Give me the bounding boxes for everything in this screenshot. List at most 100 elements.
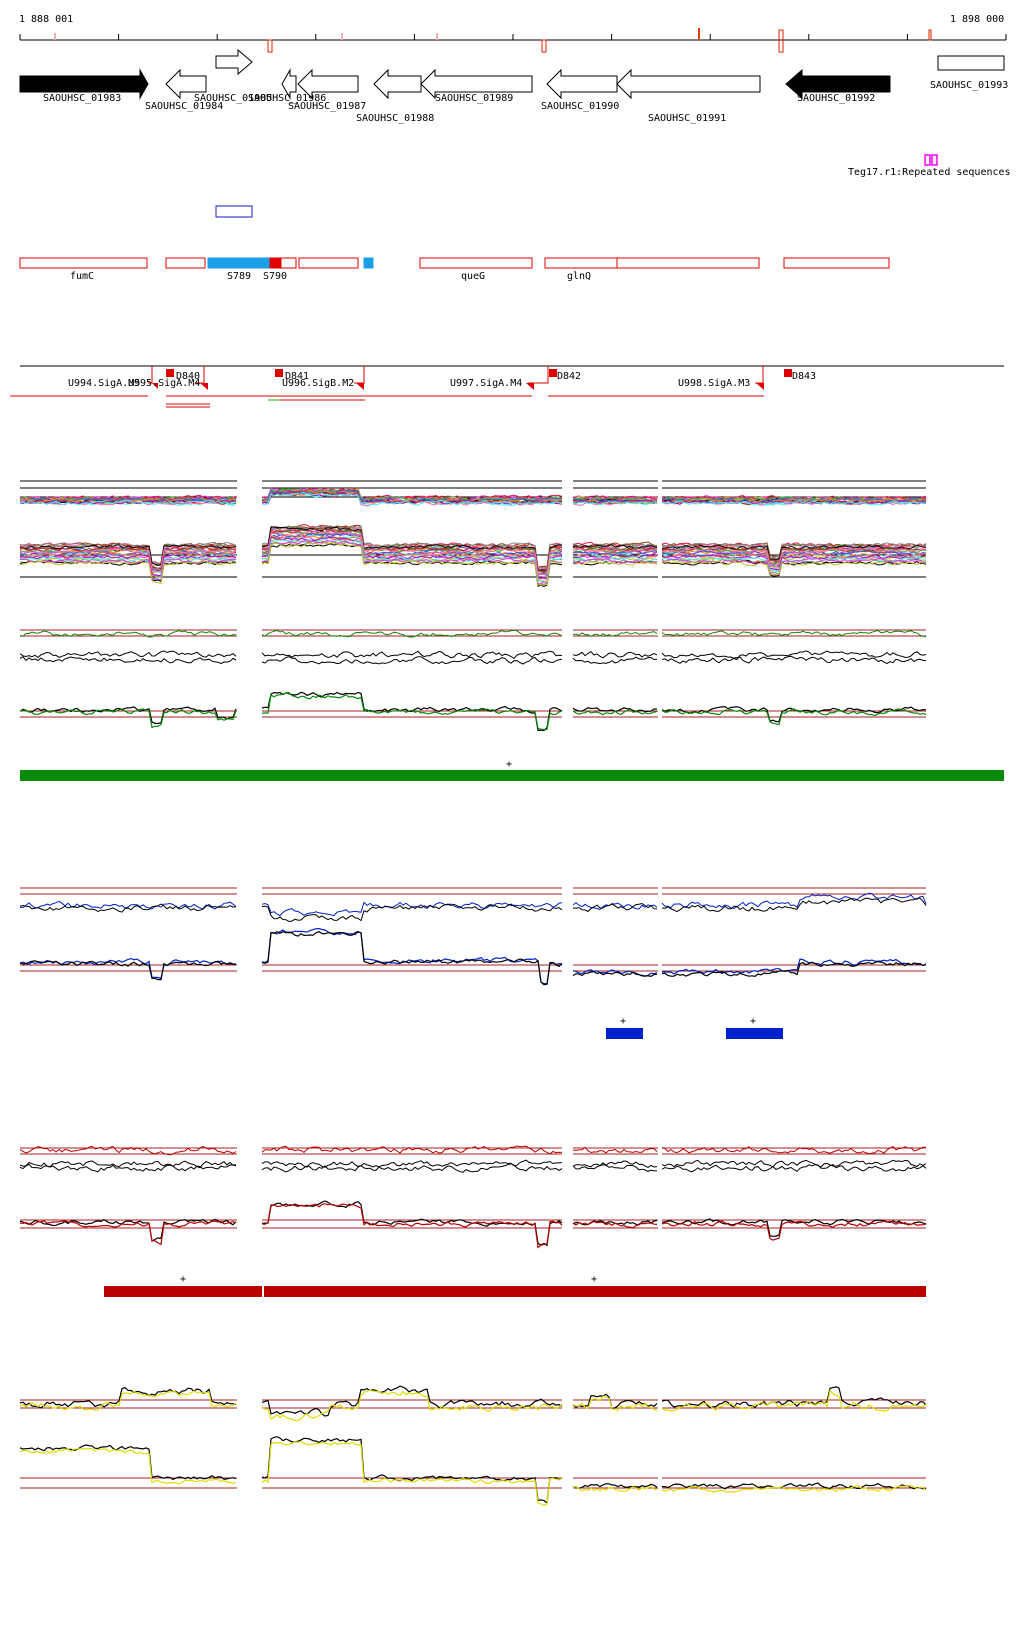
- signal-trace: [572, 650, 658, 659]
- signal-trace: [19, 548, 237, 572]
- signal-trace: [261, 1440, 563, 1507]
- transcription-bars: + + + + +: [20, 759, 1004, 1297]
- repeat-marker[interactable]: [924, 154, 931, 166]
- terminator-label[interactable]: D843: [792, 371, 816, 382]
- segment[interactable]: [616, 257, 760, 269]
- signal-trace: [661, 1218, 927, 1237]
- segment[interactable]: [783, 257, 890, 269]
- signal-trace: [661, 960, 927, 978]
- signal-trace: [573, 553, 658, 559]
- signal-trace: [19, 650, 237, 659]
- blue-transcript-bar[interactable]: [606, 1028, 643, 1039]
- promoter-label[interactable]: U997.SigA.M4: [450, 378, 522, 389]
- gene-saouhsc-01988[interactable]: SAOUHSC_01988: [356, 68, 434, 124]
- strand-plus-marker: +: [620, 1016, 626, 1027]
- gene-saouhsc-01985[interactable]: SAOUHSC_01985: [194, 48, 272, 104]
- signal-trace: [661, 557, 927, 576]
- terminator-label[interactable]: D840: [176, 371, 200, 382]
- promoter-track: U994.SigA.M5 U995.SigA.M4 U996.SigB.M2 U…: [10, 365, 1004, 408]
- signal-trace: [661, 897, 927, 913]
- signal-trace: [572, 1483, 658, 1489]
- gene-saouhsc-01984[interactable]: SAOUHSC_01984: [145, 68, 223, 112]
- signal-trace: [661, 542, 926, 559]
- strand-plus-marker: +: [750, 1016, 756, 1027]
- signal-trace: [261, 1389, 563, 1422]
- segment[interactable]: [280, 257, 297, 269]
- signal-trace: [661, 554, 927, 571]
- terminator-label[interactable]: D841: [285, 371, 309, 382]
- signal-trace: [661, 892, 927, 909]
- misc-feature-box[interactable]: [215, 205, 253, 218]
- gene-label: SAOUHSC_01990: [541, 101, 619, 112]
- signal-trace: [261, 656, 563, 665]
- signal-trace: [19, 1386, 237, 1409]
- ruler-ticks: [19, 34, 1007, 40]
- gene-label: SAOUHSC_01991: [648, 113, 726, 124]
- gene-saouhsc-01991[interactable]: SAOUHSC_01991: [616, 68, 761, 124]
- signal-trace: [572, 970, 658, 978]
- signal-trace: [261, 530, 563, 576]
- signal-trace: [261, 930, 563, 986]
- signal-trace: [19, 900, 237, 910]
- signal-trace: [572, 902, 658, 911]
- signal-trace: [261, 488, 563, 501]
- gene-saouhsc-01989[interactable]: SAOUHSC_01989: [420, 68, 533, 104]
- segment[interactable]: [165, 257, 206, 269]
- promoter-label[interactable]: U998.SigA.M3: [678, 378, 750, 389]
- gene-saouhsc-01986[interactable]: SAOUHSC_01986: [248, 68, 326, 104]
- signal-trace: [19, 551, 237, 574]
- signal-trace: [261, 901, 563, 917]
- strand-plus-marker: +: [180, 1274, 186, 1285]
- signal-trace: [261, 526, 563, 573]
- gene-saouhsc-01990[interactable]: SAOUHSC_01990: [541, 68, 619, 112]
- gene-saouhsc-01993[interactable]: SAOUHSC_01993: [930, 55, 1008, 91]
- signal-trace: [261, 691, 563, 732]
- red-transcript-bar[interactable]: [104, 1286, 262, 1297]
- signal-trace: [572, 1164, 658, 1172]
- segment-s789[interactable]: [207, 257, 271, 269]
- signal-trace: [19, 1218, 237, 1243]
- gene-label: SAOUHSC_01993: [930, 80, 1008, 91]
- signal-trace: [19, 960, 237, 981]
- signal-trace: [661, 556, 927, 572]
- segment-glnq[interactable]: [544, 257, 618, 269]
- signal-trace: [661, 708, 927, 726]
- blue-transcript-bar[interactable]: [726, 1028, 783, 1039]
- segment[interactable]: [298, 257, 359, 269]
- signal-trace: [572, 1160, 658, 1168]
- gene-saouhsc-01992[interactable]: SAOUHSC_01992: [785, 68, 891, 104]
- segment-s790[interactable]: [269, 257, 282, 269]
- segment-queg[interactable]: [419, 257, 533, 269]
- signal-trace: [19, 499, 237, 506]
- segment-fumc[interactable]: [19, 257, 148, 269]
- signal-trace: [19, 554, 237, 577]
- signal-trace: [661, 1145, 926, 1155]
- signal-trace: [19, 1160, 237, 1169]
- ruler-start-label: 1 888 001: [19, 14, 73, 25]
- signal-trace: [261, 927, 562, 985]
- segment[interactable]: [363, 257, 374, 269]
- repeat-marker[interactable]: [931, 154, 938, 166]
- signal-trace: [661, 556, 927, 573]
- signal-trace: [19, 497, 237, 503]
- gene-track: SAOUHSC_01983 SAOUHSC_01984 SAOUHSC_0198…: [19, 48, 1008, 124]
- gene-saouhsc-01983[interactable]: SAOUHSC_01983: [19, 68, 149, 104]
- gene-saouhsc-01987[interactable]: SAOUHSC_01987: [288, 68, 366, 112]
- promoter-label[interactable]: U996.SigB.M2: [282, 378, 354, 389]
- signal-trace: [261, 1203, 563, 1249]
- signal-trace: [19, 546, 237, 570]
- signal-trace: [661, 629, 927, 638]
- red-transcript-bar[interactable]: [264, 1286, 926, 1297]
- signal-trace: [19, 1145, 237, 1156]
- signal-trace: [572, 656, 658, 665]
- segment-label: S790: [263, 271, 287, 282]
- signal-trace: [261, 534, 563, 579]
- promoter-label[interactable]: U995.SigA.M4: [128, 378, 200, 389]
- signal-trace: [19, 630, 237, 638]
- green-transcript-bar[interactable]: [20, 770, 1004, 781]
- segment-label: S789: [227, 271, 251, 282]
- promoter-label[interactable]: U994.SigA.M5: [68, 378, 140, 389]
- terminator-label[interactable]: D842: [557, 371, 581, 382]
- signal-trace: [572, 1220, 658, 1229]
- signal-trace: [572, 1395, 658, 1412]
